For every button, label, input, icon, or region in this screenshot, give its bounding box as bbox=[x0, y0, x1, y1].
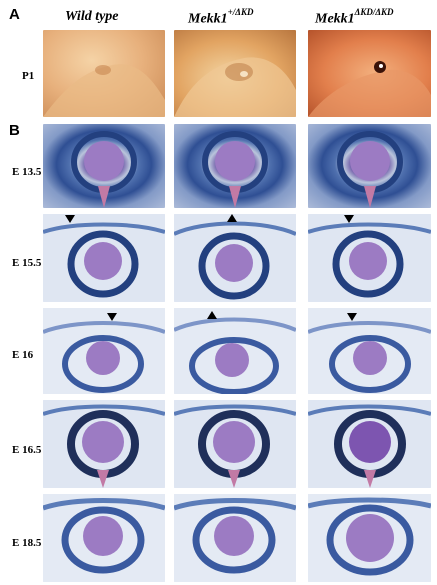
wild-type-head-image bbox=[43, 64, 165, 117]
histology-e15-5-homozygous bbox=[308, 214, 431, 302]
histology-e13-5-wild-type bbox=[43, 124, 165, 208]
column-header-homozygous: Mekk1ΔKD/ΔKD bbox=[315, 7, 394, 27]
row-label-e15-5: E 15.5 bbox=[12, 257, 42, 269]
heterozygous-head-image bbox=[174, 57, 296, 117]
eye-section-image bbox=[308, 308, 431, 394]
histology-e13-5-homozygous bbox=[308, 124, 431, 208]
eye-section-image bbox=[43, 494, 165, 582]
row-label-e16: E 16 bbox=[12, 349, 34, 361]
arrowhead-up-icon bbox=[207, 311, 217, 319]
eye-section-image bbox=[174, 124, 296, 208]
row-label-p1: P1 bbox=[22, 70, 35, 82]
arrowhead-down-icon bbox=[107, 313, 117, 321]
column-header-wild-type: Wild type bbox=[65, 9, 119, 24]
column-header-heterozygous: Mekk1+/ΔKD bbox=[188, 7, 254, 27]
eye-section-image bbox=[174, 308, 296, 394]
eye-section-image bbox=[174, 400, 296, 488]
panel-label-a: A bbox=[9, 6, 20, 23]
eye-section-image bbox=[43, 308, 165, 394]
eye-section-image bbox=[43, 124, 165, 208]
histology-e15-5-wild-type bbox=[43, 214, 165, 302]
eye-section-image bbox=[43, 214, 165, 302]
eye-section-image bbox=[308, 214, 431, 302]
histology-e16-5-homozygous bbox=[308, 400, 431, 488]
p1-heterozygous-photo bbox=[174, 30, 296, 117]
eye-section-image bbox=[43, 400, 165, 488]
row-label-e16-5: E 16.5 bbox=[12, 444, 42, 456]
arrowhead-up-icon bbox=[227, 214, 237, 222]
eye-section-image bbox=[308, 124, 431, 208]
histology-e16-5-wild-type bbox=[43, 400, 165, 488]
row-label-e18-5: E 18.5 bbox=[12, 537, 42, 549]
histology-e16-5-heterozygous bbox=[174, 400, 296, 488]
eye-section-image bbox=[308, 494, 431, 582]
histology-e16-homozygous bbox=[308, 308, 431, 394]
eye-section-image bbox=[174, 214, 296, 302]
p1-homozygous-photo bbox=[308, 30, 431, 117]
row-label-e13-5: E 13.5 bbox=[12, 166, 42, 178]
histology-e16-heterozygous bbox=[174, 308, 296, 394]
arrowhead-down-icon bbox=[344, 215, 354, 223]
histology-e18-5-homozygous bbox=[308, 494, 431, 582]
histology-e16-wild-type bbox=[43, 308, 165, 394]
histology-e18-5-wild-type bbox=[43, 494, 165, 582]
arrowhead-down-icon bbox=[65, 215, 75, 223]
histology-e13-5-heterozygous bbox=[174, 124, 296, 208]
eye-section-image bbox=[174, 494, 296, 582]
eye-section-image bbox=[308, 400, 431, 488]
arrowhead-down-icon bbox=[347, 313, 357, 321]
homozygous-head-image bbox=[308, 61, 431, 117]
histology-e18-5-heterozygous bbox=[174, 494, 296, 582]
p1-wild-type-photo bbox=[43, 30, 165, 117]
panel-label-b: B bbox=[9, 122, 20, 139]
histology-e15-5-heterozygous bbox=[174, 214, 296, 302]
